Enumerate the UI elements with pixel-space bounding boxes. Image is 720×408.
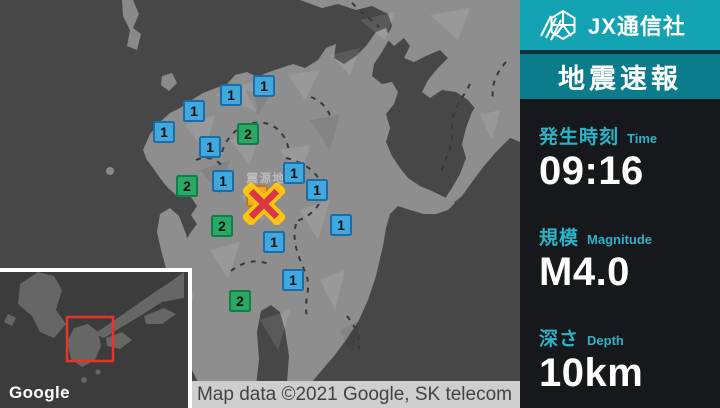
time-label-en: Time [627,131,658,146]
intensity-marker: 1 [263,231,285,253]
magnitude-value: M4.0 [539,249,630,294]
info-panel: JX通信社 地震速報 発生時刻 Time 09:16 規模 Magnitude … [520,0,720,408]
brand-header: JX通信社 [520,0,720,50]
depth-label-ja: 深さ [539,328,580,350]
epicenter-x-icon [243,183,285,225]
intensity-marker: 1 [306,179,328,201]
depth-value: 10km [539,350,644,395]
stats-body: 発生時刻 Time 09:16 規模 Magnitude M4.0 深さ Dep… [520,99,720,395]
inset-highlight-rect [65,315,115,363]
intensity-marker: 1 [282,269,304,291]
intensity-marker: 1 [199,136,221,158]
depth-label-en: Depth [587,332,624,348]
stat-time: 発生時刻 Time 09:16 [539,122,720,194]
intensity-marker: 1 [220,84,242,106]
google-logo[interactable]: Google [9,383,70,402]
magnitude-label-ja: 規模 [539,227,580,249]
brand-title: JX通信社 [588,14,686,39]
intensity-marker: 1 [153,121,175,143]
intensity-marker: 1 [283,162,305,184]
alert-band: 地震速報 [520,54,720,99]
intensity-marker: 2 [237,123,259,145]
magnitude-label-en: Magnitude [587,231,653,247]
intensity-marker: 1 [330,214,352,236]
inset-overview-map [0,268,192,408]
alert-title: 地震速報 [558,64,682,94]
intensity-marker: 2 [229,290,251,312]
intensity-marker: 2 [176,175,198,197]
stat-depth: 深さ Depth 10km [539,324,720,396]
epicenter-label: 震源地 [246,173,286,185]
jx-logo-icon [540,9,576,41]
intensity-marker: 1 [183,100,205,122]
intensity-marker: 1 [212,170,234,192]
time-value: 09:16 [539,149,644,193]
intensity-marker: 1 [253,75,275,97]
time-label-ja: 発生時刻 [539,127,620,148]
intensity-marker: 2 [211,215,233,237]
stat-magnitude: 規模 Magnitude M4.0 [539,223,720,295]
header-separator [520,50,720,54]
